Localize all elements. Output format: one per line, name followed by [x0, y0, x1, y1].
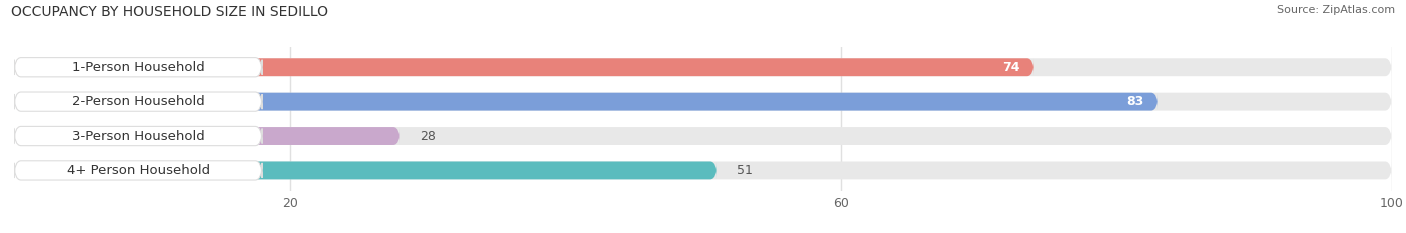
FancyBboxPatch shape: [14, 127, 1392, 145]
FancyBboxPatch shape: [14, 161, 717, 179]
FancyBboxPatch shape: [14, 58, 262, 77]
Text: 51: 51: [738, 164, 754, 177]
FancyBboxPatch shape: [14, 58, 1392, 76]
FancyBboxPatch shape: [14, 161, 262, 180]
Text: 28: 28: [420, 130, 436, 143]
FancyBboxPatch shape: [14, 93, 1157, 111]
Text: 74: 74: [1002, 61, 1019, 74]
Text: OCCUPANCY BY HOUSEHOLD SIZE IN SEDILLO: OCCUPANCY BY HOUSEHOLD SIZE IN SEDILLO: [11, 5, 328, 19]
FancyBboxPatch shape: [14, 161, 1392, 179]
FancyBboxPatch shape: [14, 58, 1033, 76]
FancyBboxPatch shape: [14, 93, 1392, 111]
Text: Source: ZipAtlas.com: Source: ZipAtlas.com: [1277, 5, 1395, 15]
Text: 3-Person Household: 3-Person Household: [72, 130, 204, 143]
FancyBboxPatch shape: [14, 127, 399, 145]
FancyBboxPatch shape: [14, 126, 262, 146]
FancyBboxPatch shape: [14, 92, 262, 111]
Text: 2-Person Household: 2-Person Household: [72, 95, 204, 108]
Text: 83: 83: [1126, 95, 1144, 108]
Text: 4+ Person Household: 4+ Person Household: [66, 164, 209, 177]
Text: 1-Person Household: 1-Person Household: [72, 61, 204, 74]
